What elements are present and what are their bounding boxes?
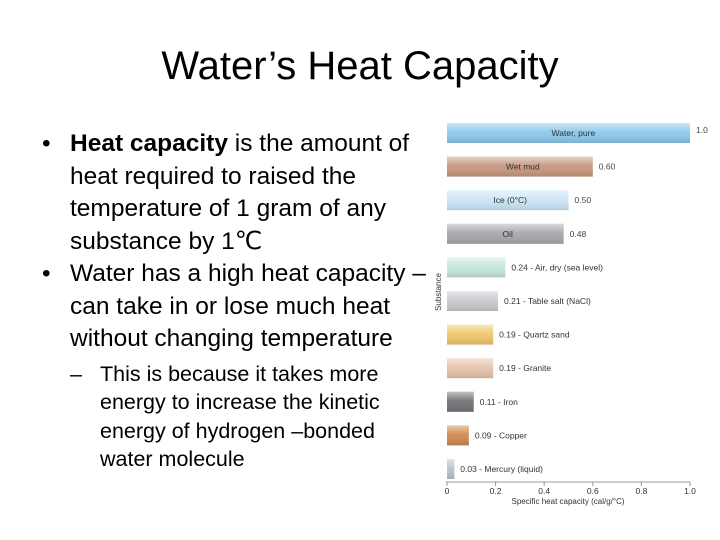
bar-value-label: 0.50 xyxy=(575,195,592,205)
bar-shade xyxy=(447,324,494,345)
bar-shade xyxy=(447,425,469,446)
y-axis-label: Substance xyxy=(434,273,443,311)
bullet-list: • Heat capacity is the amount of heat re… xyxy=(40,128,430,474)
bar-group: 0.19 - Granite xyxy=(447,358,551,379)
bar-group: Water, pure 1.0 xyxy=(447,123,708,143)
bar-group: Oil 0.48 xyxy=(447,223,587,244)
sub-bullet-dash-icon: – xyxy=(70,361,82,386)
x-tick-label: 0.6 xyxy=(587,486,599,496)
bar-shade xyxy=(447,257,506,278)
bar-group: 0.03 - Mercury (liquid) xyxy=(447,459,543,479)
bar-label: Oil xyxy=(502,229,513,239)
bar-value-label: 0.60 xyxy=(599,162,616,172)
bar-shade xyxy=(447,459,455,479)
bar-shade xyxy=(447,391,474,412)
bar-group: Wet mud 0.60 xyxy=(447,156,616,177)
bar-group: 0.21 - Table salt (NaCl) xyxy=(447,291,591,311)
bar-value-label: 0.48 xyxy=(570,229,587,239)
bar-shade xyxy=(447,358,494,379)
x-tick-label: 0.2 xyxy=(490,486,502,496)
bullet-definition: is the amount of heat required to raised… xyxy=(70,130,410,255)
sub-bullet: – This is because it takes more energy t… xyxy=(70,360,430,474)
bullet-water-capacity: • Water has a high heat capacity – can t… xyxy=(40,258,430,474)
bar-value-label: 0.09 - Copper xyxy=(475,430,527,440)
bar-shade xyxy=(447,223,564,244)
bar-value-label: 0.24 - Air, dry (sea level) xyxy=(511,262,603,272)
x-tick-label: 0 xyxy=(445,486,450,496)
bullet-heat-capacity: • Heat capacity is the amount of heat re… xyxy=(40,128,430,258)
bar-value-label: 1.0 xyxy=(696,125,708,135)
bar-group: Ice (0°C) 0.50 xyxy=(447,190,592,211)
x-tick-label: 1.0 xyxy=(684,486,696,496)
bar-group: 0.09 - Copper xyxy=(447,425,527,446)
bar-group: 0.11 - Iron xyxy=(447,391,518,412)
x-tick-label: 0.8 xyxy=(635,486,647,496)
bar-shade xyxy=(447,190,569,211)
bar-label: Water, pure xyxy=(552,128,596,138)
x-axis-label: Specific heat capacity (cal/g/°C) xyxy=(511,497,624,506)
bar-value-label: 0.21 - Table salt (NaCl) xyxy=(504,296,591,306)
x-tick-label: 0.4 xyxy=(538,486,550,496)
bullet-dot-icon: • xyxy=(42,260,51,287)
bullet-dot-icon: • xyxy=(42,130,51,157)
bar-label: Ice (0°C) xyxy=(493,195,527,205)
bar-group: 0.24 - Air, dry (sea level) xyxy=(447,257,603,278)
bar-shade xyxy=(447,291,499,311)
bar-shade xyxy=(447,123,690,143)
bar-group: 0.19 - Quartz sand xyxy=(447,324,570,345)
bar-value-label: 0.19 - Quartz sand xyxy=(499,330,570,340)
slide-title: Water’s Heat Capacity xyxy=(161,44,559,88)
bar-value-label: 0.19 - Granite xyxy=(499,363,551,373)
bullet-text: Water has a high heat capacity – can tak… xyxy=(70,260,426,352)
bullet-bold-term: Heat capacity xyxy=(70,130,228,157)
bar-value-label: 0.03 - Mercury (liquid) xyxy=(460,464,543,474)
bar-label: Wet mud xyxy=(506,162,540,172)
bars-layer: Water, pure 1.0 Wet mud 0.60 Ice (0°C) 0.50 Oi… xyxy=(447,123,708,479)
sub-bullet-text: This is because it takes more energy to … xyxy=(100,361,380,472)
bar-value-label: 0.11 - Iron xyxy=(480,397,518,407)
x-ticks: 0 0.2 0.4 0.6 0.8 1.0 xyxy=(445,482,696,496)
bar-shade xyxy=(447,156,593,177)
